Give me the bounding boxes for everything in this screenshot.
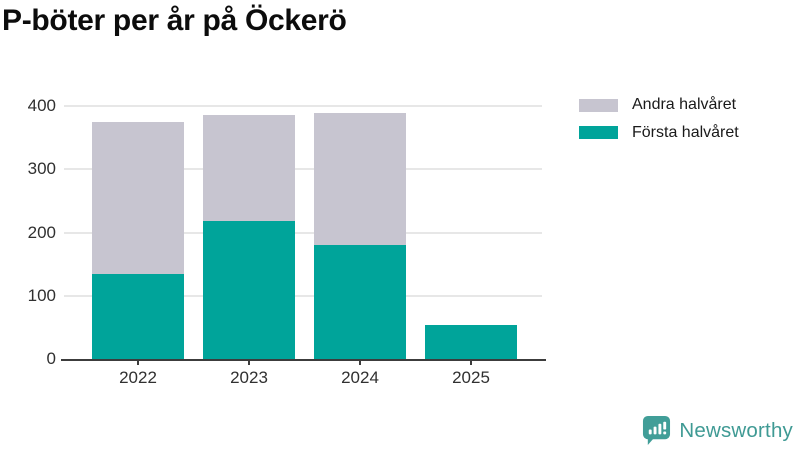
- y-tick-label-400: 400: [27, 96, 56, 115]
- y-tick-label-200: 200: [27, 222, 56, 242]
- bar-segment-2025-forsta: [425, 324, 517, 359]
- x-tick-label-2024: 2024: [341, 368, 379, 387]
- bar-segment-2023-forsta: [203, 221, 295, 359]
- legend-item: Första halvåret: [579, 123, 739, 141]
- legend-label: Andra halvåret: [632, 96, 737, 113]
- bar-segment-2022-forsta: [92, 273, 184, 359]
- newsworthy-logo: Newsworthy: [642, 416, 793, 445]
- gridline-y-300: [64, 168, 542, 171]
- legend-label: Första halvåret: [632, 123, 739, 141]
- x-tick-2022: [137, 359, 139, 365]
- x-axis-line: [61, 358, 546, 361]
- newsworthy-logo-icon: [643, 416, 671, 445]
- newsworthy-logo-text: Newsworthy: [679, 418, 793, 442]
- y-tick-label-100: 100: [27, 285, 56, 305]
- x-tick-label-2025: 2025: [452, 368, 490, 387]
- bar-segment-2024-forsta: [314, 245, 406, 359]
- bar-segment-2022-andra: [92, 121, 184, 274]
- legend-swatch: [579, 126, 618, 139]
- y-tick-label-0: 0: [46, 349, 56, 368]
- x-tick-label-2023: 2023: [230, 368, 268, 387]
- x-tick-2024: [359, 359, 361, 365]
- bar-segment-2024-andra: [314, 112, 406, 246]
- x-tick-label-2022: 2022: [119, 368, 157, 387]
- legend-item: Andra halvåret: [579, 96, 737, 113]
- gridline-y-400: [64, 105, 542, 107]
- y-tick-label-300: 300: [27, 159, 56, 179]
- x-tick-2023: [248, 359, 250, 365]
- gridline-y-200: [64, 231, 542, 234]
- chart-title: P-böter per år på Öckerö: [2, 4, 347, 37]
- legend-swatch: [579, 98, 618, 112]
- x-tick-2025: [470, 359, 472, 365]
- bar-segment-2023-andra: [203, 114, 295, 222]
- gridline-y-100: [64, 294, 542, 297]
- plot-area: [61, 105, 546, 361]
